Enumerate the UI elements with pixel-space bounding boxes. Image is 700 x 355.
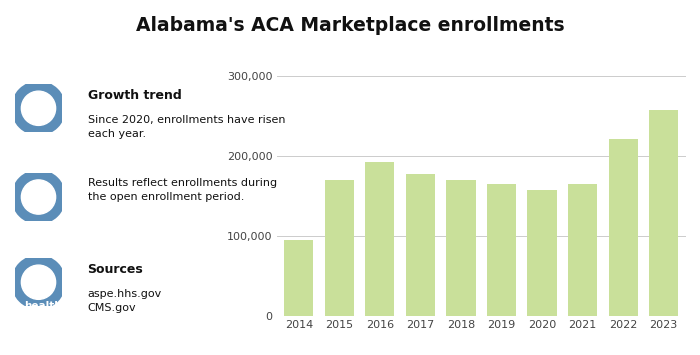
Text: health
insurance
.org™: health insurance .org™ [15, 301, 72, 337]
Bar [487, 184, 516, 316]
Bar [365, 162, 395, 316]
Bar [447, 180, 475, 316]
Bar [608, 138, 638, 316]
Bar [528, 190, 556, 316]
Bar [325, 180, 354, 316]
Text: Results reflect enrollments during
the open enrollment period.: Results reflect enrollments during the o… [88, 178, 276, 202]
Text: Since 2020, enrollments have risen
each year.: Since 2020, enrollments have risen each … [88, 115, 285, 140]
Bar [284, 240, 314, 316]
Bar [649, 110, 678, 316]
Bar [568, 184, 597, 316]
Circle shape [22, 91, 55, 125]
Circle shape [17, 86, 60, 130]
Text: Growth trend: Growth trend [88, 89, 181, 102]
Circle shape [17, 260, 60, 304]
Circle shape [22, 180, 55, 214]
Circle shape [17, 175, 60, 219]
Text: aspe.hhs.gov
CMS.gov: aspe.hhs.gov CMS.gov [88, 289, 162, 313]
Text: Sources: Sources [88, 263, 144, 276]
Text: Alabama's ACA Marketplace enrollments: Alabama's ACA Marketplace enrollments [136, 16, 564, 35]
Circle shape [22, 265, 55, 299]
Bar [406, 174, 435, 316]
